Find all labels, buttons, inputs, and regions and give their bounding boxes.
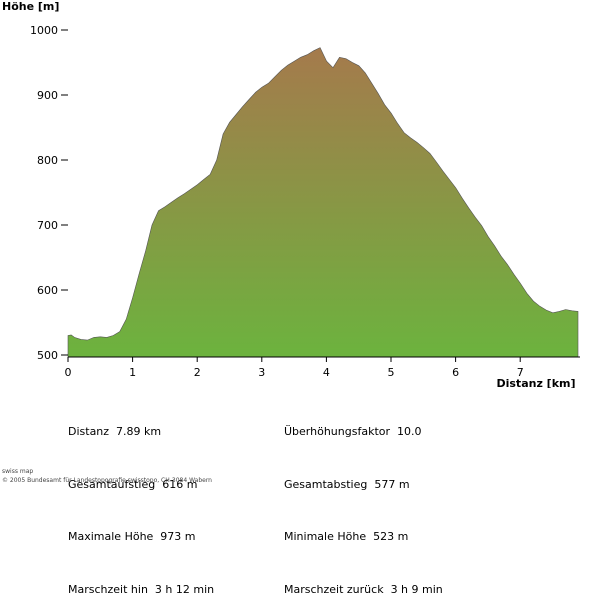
y-tick-label: 500 xyxy=(37,349,58,362)
stat-exaggeration: Überhöhungsfaktor 10.0 xyxy=(284,425,422,438)
x-tick-label: 7 xyxy=(517,366,524,379)
copyright-logo-text: swiss map xyxy=(2,468,34,475)
stat-walk-time-there: Marschzeit hin 3 h 12 min xyxy=(68,582,215,596)
x-tick-label: 1 xyxy=(129,366,136,379)
elevation-area xyxy=(67,47,579,358)
y-tick-label: 900 xyxy=(37,89,58,102)
x-axis-title: Distanz [km] xyxy=(496,377,575,388)
y-axis-title: Höhe [m] xyxy=(2,0,59,13)
stat-walk-time-back: Marschzeit zurück 3 h 9 min xyxy=(284,582,443,596)
stat-max-elevation: Maximale Höhe 973 m xyxy=(68,530,196,543)
y-tick-label: 800 xyxy=(37,154,58,167)
x-tick-label: 0 xyxy=(65,366,72,379)
elevation-profile-chart: Höhe [m] 500 600 700 800 900 1000 0 1 2 3 4 5 6 7 Dis… xyxy=(2,0,580,388)
stat-total-descent: Gesamtabstieg 577 m xyxy=(284,477,410,491)
y-tick-label: 1000 xyxy=(30,24,58,37)
stat-total-ascent: Gesamtaufstieg 616 m xyxy=(68,477,198,491)
x-tick-label: 5 xyxy=(388,366,395,379)
x-tick-label: 4 xyxy=(323,366,330,379)
x-tick-label: 3 xyxy=(258,366,265,379)
y-tick-label: 600 xyxy=(37,284,58,297)
y-tick-label: 700 xyxy=(37,219,58,232)
stats-left: Distanz 7.89 km Gesamtaufstieg 616 m Max… xyxy=(68,388,214,616)
x-tick-label: 2 xyxy=(194,366,201,379)
stat-distance: Distanz 7.89 km xyxy=(68,425,162,438)
copyright-text: © 2005 Bundesamt für Landestopografie sw… xyxy=(2,477,212,484)
stats-right: Überhöhungsfaktor 10.0 Gesamtabstieg 577… xyxy=(284,388,443,616)
stat-min-elevation: Minimale Höhe 523 m xyxy=(284,530,409,543)
x-tick-label: 6 xyxy=(452,366,459,379)
